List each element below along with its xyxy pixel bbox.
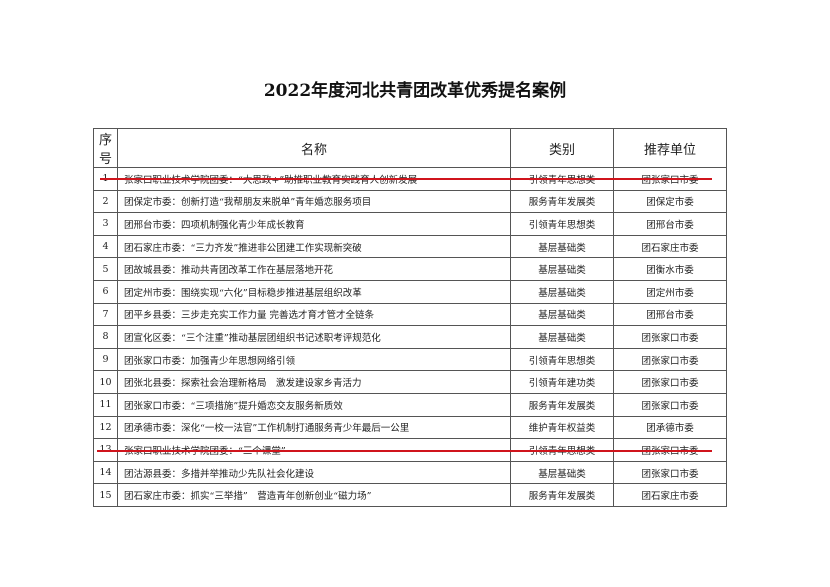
row-number: 3 bbox=[93, 212, 118, 236]
document-title: 2022年度河北共青团改革优秀提名案例 bbox=[263, 81, 567, 101]
case-category: 服务青年发展类 bbox=[510, 483, 614, 507]
table-row: 2 团保定市委：创新打造“我帮朋友来脱单”青年婚恋服务项目 服务青年发展类 团保定市委 bbox=[93, 189, 727, 214]
cases-table: 序号 名称 类别 推荐单位 1张家口职业技术学院团委：“大思政+”助推职业教育实… bbox=[93, 128, 727, 507]
row-number: 12 bbox=[93, 415, 118, 440]
table-row: 3 团邢台市委：四项机制强化青少年成长教育 引领青年思想类 团邢台市委 bbox=[93, 212, 727, 236]
recommending-unit: 团张家口市委 bbox=[613, 347, 727, 372]
case-name: 团张家口市委：加强青少年思想网络引领 bbox=[117, 347, 511, 372]
case-name: 团邢台市委：四项机制强化青少年成长教育 bbox=[117, 212, 511, 236]
row-number: 4 bbox=[93, 234, 118, 259]
recommending-unit: 团张家口市委 bbox=[613, 460, 727, 485]
table-row: 9 团张家口市委：加强青少年思想网络引领 引领青年思想类 团张家口市委 bbox=[93, 347, 727, 372]
row-number: 7 bbox=[93, 302, 118, 327]
recommending-unit: 团定州市委 bbox=[613, 279, 727, 304]
table-row: 4 团石家庄市委：“三力齐发”推进非公团建工作实现新突破 基层基础类 团石家庄市委 bbox=[93, 234, 727, 259]
recommending-unit: 团保定市委 bbox=[613, 189, 727, 214]
red-underline-row-13 bbox=[97, 450, 712, 452]
table-row: 5 团故城县委：推动共青团改革工作在基层落地开花 基层基础类 团衡水市委 bbox=[93, 257, 727, 281]
case-category: 基层基础类 bbox=[510, 460, 614, 485]
header-unit: 推荐单位 bbox=[613, 128, 727, 168]
row-number: 14 bbox=[93, 460, 118, 485]
case-category: 基层基础类 bbox=[510, 279, 614, 304]
case-name: 团保定市委：创新打造“我帮朋友来脱单”青年婚恋服务项目 bbox=[117, 189, 511, 214]
table-row: 10 团张北县委：探索社会治理新格局 激发建设家乡青活力 引领青年建功类 团张家口市委 bbox=[93, 370, 727, 394]
case-name: 团张家口市委：“三项措施”提升婚恋交友服务新质效 bbox=[117, 392, 511, 417]
case-name: 团石家庄市委：抓实“三举措” 营造青年创新创业“磁力场” bbox=[117, 483, 511, 507]
case-category: 维护青年权益类 bbox=[510, 415, 614, 440]
case-category: 服务青年发展类 bbox=[510, 189, 614, 214]
case-name: 团定州市委：围绕实现“六化”目标稳步推进基层组织改革 bbox=[117, 279, 511, 304]
case-category: 引领青年思想类 bbox=[510, 212, 614, 236]
header-name: 名称 bbox=[117, 128, 511, 168]
recommending-unit: 团承德市委 bbox=[613, 415, 727, 440]
table-header-row: 序号 名称 类别 推荐单位 bbox=[93, 128, 727, 168]
row-number: 11 bbox=[93, 392, 118, 417]
case-category: 引领青年建功类 bbox=[510, 370, 614, 394]
case-category: 基层基础类 bbox=[510, 257, 614, 281]
table-row: 14 团沽源县委：多措并举推动少先队社会化建设 基层基础类 团张家口市委 bbox=[93, 460, 727, 485]
case-category: 基层基础类 bbox=[510, 234, 614, 259]
recommending-unit: 团张家口市委 bbox=[613, 370, 727, 394]
row-number: 15 bbox=[93, 483, 118, 507]
recommending-unit: 团张家口市委 bbox=[613, 392, 727, 417]
row-number: 5 bbox=[93, 257, 118, 281]
case-name: 团石家庄市委：“三力齐发”推进非公团建工作实现新突破 bbox=[117, 234, 511, 259]
row-number: 9 bbox=[93, 347, 118, 372]
row-number: 2 bbox=[93, 189, 118, 214]
header-no: 序号 bbox=[93, 128, 118, 168]
case-name: 团平乡县委：三步走充实工作力量 完善选才育才管才全链条 bbox=[117, 302, 511, 327]
table-row: 8 团宣化区委：“三个注重”推动基层团组织书记述职考评规范化 基层基础类 团张家口市委 bbox=[93, 325, 727, 349]
red-underline-row-1 bbox=[100, 178, 712, 180]
recommending-unit: 团邢台市委 bbox=[613, 212, 727, 236]
case-category: 服务青年发展类 bbox=[510, 392, 614, 417]
case-name: 团承德市委：深化“一校一法官”工作机制打通服务青少年最后一公里 bbox=[117, 415, 511, 440]
row-number: 6 bbox=[93, 279, 118, 304]
table-row: 12 团承德市委：深化“一校一法官”工作机制打通服务青少年最后一公里 维护青年权益类… bbox=[93, 415, 727, 440]
recommending-unit: 团张家口市委 bbox=[613, 325, 727, 349]
case-category: 基层基础类 bbox=[510, 302, 614, 327]
row-number: 10 bbox=[93, 370, 118, 394]
table-row: 11 团张家口市委：“三项措施”提升婚恋交友服务新质效 服务青年发展类 团张家口市委 bbox=[93, 392, 727, 417]
case-category: 引领青年思想类 bbox=[510, 347, 614, 372]
header-category: 类别 bbox=[510, 128, 614, 168]
row-number: 8 bbox=[93, 325, 118, 349]
case-name: 团故城县委：推动共青团改革工作在基层落地开花 bbox=[117, 257, 511, 281]
case-name: 团张北县委：探索社会治理新格局 激发建设家乡青活力 bbox=[117, 370, 511, 394]
table-row: 6 团定州市委：围绕实现“六化”目标稳步推进基层组织改革 基层基础类 团定州市委 bbox=[93, 279, 727, 304]
recommending-unit: 团石家庄市委 bbox=[613, 483, 727, 507]
case-category: 基层基础类 bbox=[510, 325, 614, 349]
recommending-unit: 团衡水市委 bbox=[613, 257, 727, 281]
case-name: 团宣化区委：“三个注重”推动基层团组织书记述职考评规范化 bbox=[117, 325, 511, 349]
table-row: 7 团平乡县委：三步走充实工作力量 完善选才育才管才全链条 基层基础类 团邢台市委 bbox=[93, 302, 727, 327]
recommending-unit: 团邢台市委 bbox=[613, 302, 727, 327]
table-row: 15 团石家庄市委：抓实“三举措” 营造青年创新创业“磁力场” 服务青年发展类 团石家… bbox=[93, 483, 727, 507]
recommending-unit: 团石家庄市委 bbox=[613, 234, 727, 259]
case-name: 团沽源县委：多措并举推动少先队社会化建设 bbox=[117, 460, 511, 485]
